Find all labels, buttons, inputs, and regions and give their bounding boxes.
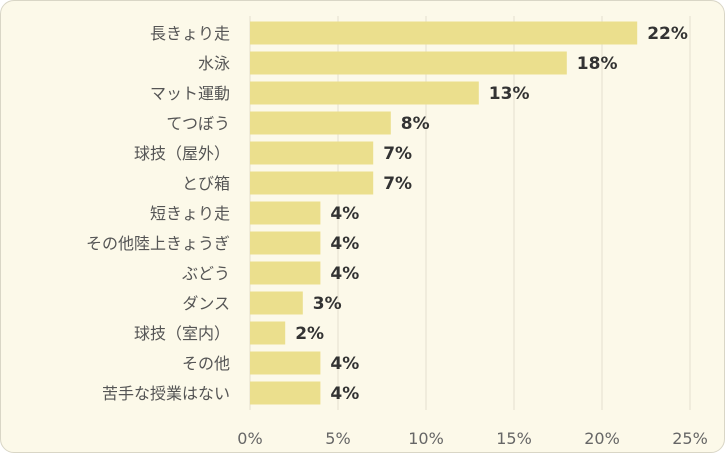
data-label: 4% <box>330 264 359 284</box>
category-label: 苦手な授業はない <box>102 384 230 403</box>
bar <box>250 291 303 315</box>
data-label: 22% <box>647 24 688 44</box>
bar <box>250 351 321 375</box>
bar <box>250 201 321 225</box>
x-tick-label: 0% <box>237 429 262 448</box>
bar <box>250 81 479 105</box>
bar <box>250 261 321 285</box>
bar <box>250 381 321 405</box>
bar <box>250 321 286 345</box>
bar <box>250 231 321 255</box>
category-label: ぶどう <box>182 264 230 283</box>
category-label: 水泳 <box>198 54 230 73</box>
category-label: マット運動 <box>150 84 230 103</box>
bar <box>250 171 374 195</box>
data-label: 4% <box>330 384 359 404</box>
bar <box>250 111 391 135</box>
category-label: 球技（屋外） <box>134 144 230 163</box>
category-label: とび箱 <box>182 174 230 193</box>
x-tick-label: 20% <box>584 429 620 448</box>
data-label: 4% <box>330 204 359 224</box>
category-label: ダンス <box>182 294 230 313</box>
data-label: 7% <box>383 174 412 194</box>
x-tick-label: 5% <box>325 429 350 448</box>
data-label: 3% <box>313 294 342 314</box>
x-tick-label: 15% <box>496 429 532 448</box>
category-label: 球技（室内） <box>134 324 230 343</box>
x-tick-label: 10% <box>408 429 444 448</box>
category-label: その他 <box>182 354 230 373</box>
x-tick-label: 25% <box>672 429 708 448</box>
category-label: 長きょり走 <box>150 24 230 43</box>
bar <box>250 51 567 75</box>
bar <box>250 141 374 165</box>
data-label: 7% <box>383 144 412 164</box>
data-label: 2% <box>295 324 324 344</box>
category-label: てつぼう <box>166 114 230 133</box>
data-label: 8% <box>401 114 430 134</box>
category-label: その他陸上きょうぎ <box>86 234 230 253</box>
category-label: 短きょり走 <box>150 204 230 223</box>
data-label: 13% <box>489 84 530 104</box>
data-label: 18% <box>577 54 618 74</box>
data-label: 4% <box>330 234 359 254</box>
bar <box>250 21 638 45</box>
data-label: 4% <box>330 354 359 374</box>
